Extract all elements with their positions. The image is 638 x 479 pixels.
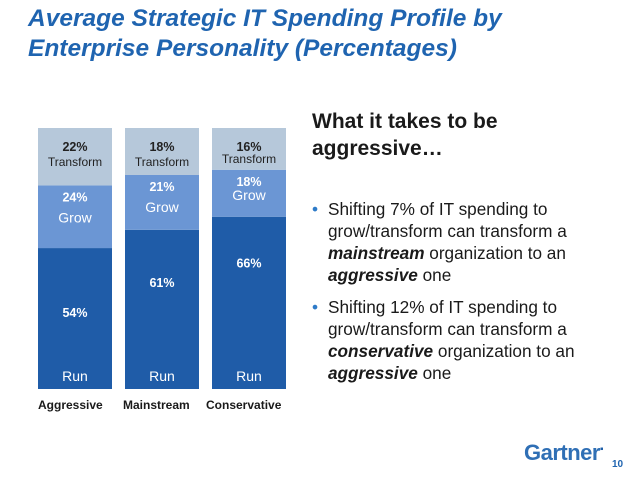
bullet-item: • Shifting 12% of IT spending to grow/tr… [312,296,628,384]
bullet-text-part: Shifting 12% of IT spending to grow/tran… [328,297,567,339]
category-label-conservative: Conservative [206,398,282,412]
bullet-text-part: organization to an [433,341,575,361]
value-label-grow-aggressive: 24% [62,190,87,204]
segment-label-run-conservative: Run [236,368,262,384]
bullet-dot-icon: • [312,199,319,219]
bar-run-aggressive [38,248,112,389]
value-label-run-aggressive: 54% [62,306,87,320]
category-label-aggressive: Aggressive [38,398,103,412]
gartner-logo: Gartner▪ [524,440,604,466]
heading-line-1: What it takes to be [312,110,498,133]
right-panel-heading: What it takes to be aggressive… [312,108,612,162]
bar-run-conservative [212,216,286,389]
bar-grow-conservative [212,169,286,217]
bullet-item: • Shifting 7% of IT spending to grow/tra… [312,198,628,286]
bar-run-mainstream [125,229,199,389]
stacked-bar-chart: 54%Run24%Grow22%TransformAggressive61%Ru… [38,128,286,412]
segment-label-grow-aggressive: Grow [58,209,92,225]
slide-title-line-2: Enterprise Personality (Percentages) [28,35,457,62]
segment-label-transform-mainstream: Transform [135,155,189,169]
value-label-transform-aggressive: 22% [62,140,87,154]
bullet-dot-icon: • [312,297,319,317]
bullet-text-part: one [417,363,452,383]
segment-label-grow-mainstream: Grow [145,199,179,215]
bullet-text-part: one [417,265,452,285]
bullet-text-part: organization to an [424,243,566,263]
bar-transform-mainstream [125,128,199,175]
value-label-transform-conservative: 16% [236,140,261,154]
bullet-emphasis: conservative [328,341,434,361]
bar-transform-conservative [212,128,286,170]
bar-grow-mainstream [125,174,199,230]
value-label-transform-mainstream: 18% [149,140,174,154]
segment-label-run-mainstream: Run [149,368,175,384]
value-label-run-mainstream: 61% [149,276,174,290]
logo-mark-icon: ▪ [599,444,604,455]
segment-label-transform-aggressive: Transform [48,155,102,169]
heading-line-2: aggressive… [312,137,443,160]
segment-label-transform-conservative: Transform [222,152,276,166]
category-label-mainstream: Mainstream [123,398,190,412]
bullet-emphasis: aggressive [328,265,418,285]
value-label-run-conservative: 66% [236,257,261,271]
bullet-emphasis: mainstream [328,243,425,263]
logo-text: Gartner [524,440,600,465]
slide-title: Average Strategic IT Spending Profile by… [28,4,628,64]
bar-grow-aggressive [38,185,112,249]
bar-transform-aggressive [38,128,112,186]
bullet-emphasis: aggressive [328,363,418,383]
value-label-grow-mainstream: 21% [149,180,174,194]
slide-title-line-1: Average Strategic IT Spending Profile by [28,5,502,32]
value-label-grow-conservative: 18% [236,175,261,189]
page-number: 10 [612,459,624,470]
bullet-text-part: Shifting 7% of IT spending to grow/trans… [328,199,567,241]
segment-label-grow-conservative: Grow [232,187,266,203]
bullet-list: • Shifting 7% of IT spending to grow/tra… [312,198,628,394]
segment-label-run-aggressive: Run [62,368,88,384]
